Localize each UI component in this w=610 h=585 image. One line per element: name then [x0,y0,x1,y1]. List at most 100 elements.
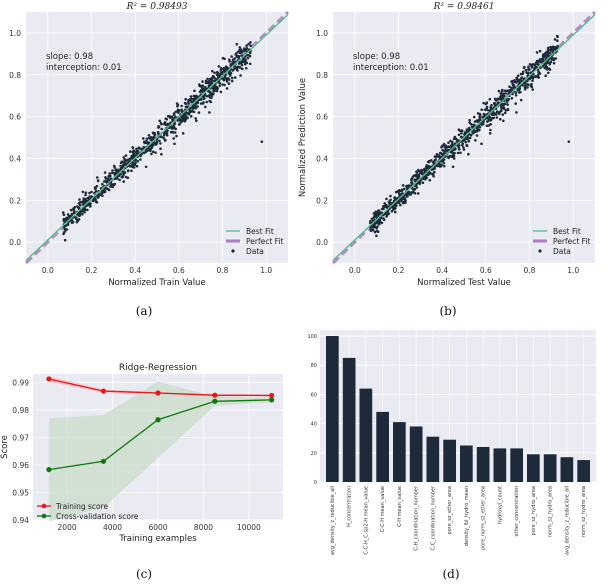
data-point [75,219,79,223]
data-point [489,128,492,132]
data-point [554,57,558,60]
data-point [118,178,121,182]
data-point [485,101,489,104]
data-point [121,170,125,174]
data-point [196,101,199,105]
data-point [165,118,169,121]
data-point [199,102,203,105]
x-tick-label: 0.4 [436,266,448,275]
data-point [222,66,226,70]
data-point [180,108,183,112]
data-point [531,88,534,91]
data-point [230,79,234,83]
data-point [450,155,454,159]
data-point [70,221,74,224]
data-point [183,113,186,116]
data-point [159,142,162,145]
data-point [432,174,435,178]
data-point [127,169,130,172]
data-point [189,115,193,118]
y-tick-label: 0.97 [12,433,29,442]
category-label: pore_norm_sz_ether_area [481,486,487,550]
y-tick-label: 0.98 [12,406,29,415]
data-point [248,62,252,66]
data-point [480,142,483,146]
data-point [519,72,523,76]
data-point [525,83,529,86]
data-point [516,89,520,92]
data-point [212,89,216,93]
y-tick-label: 0.6 [316,113,328,122]
data-point [544,74,547,77]
data-point [96,179,100,182]
data-point [205,94,209,98]
data-point [402,201,405,205]
bar [359,388,373,482]
y-tick-label: 0.94 [12,516,29,525]
data-point [545,65,548,69]
data-point [468,118,472,122]
data-point [210,92,214,95]
data-point [123,163,127,167]
data-point [545,54,549,58]
data-point [212,76,215,79]
confidence-band-1 [48,381,272,522]
data-point [414,184,417,188]
data-point [453,135,457,139]
data-point [424,177,427,181]
data-point [467,139,471,143]
data-point [221,83,224,86]
data-point [239,74,242,77]
chart-title: R² = 0.98493 [126,2,188,12]
data-point [111,169,114,172]
x-tick-label: 0.6 [480,266,492,275]
data-point [95,200,98,204]
data-point [142,137,145,140]
data-point [240,63,244,67]
data-point [132,149,135,152]
data-point [176,109,179,113]
data-point [133,162,136,166]
series-marker-0 [269,392,275,399]
data-point [144,150,147,154]
category-label: C-C-H_C-sp2-H mean_value [363,486,369,555]
y-tick-label: 100 [307,334,317,340]
data-point [507,89,511,93]
data-point [107,175,111,178]
data-point [260,140,264,143]
data-point [537,71,540,74]
bar [543,454,557,482]
data-point [498,117,502,121]
x-axis-label: Training examples [118,534,197,544]
data-point [208,99,211,103]
data-point [469,123,473,126]
data-point [96,176,99,179]
data-point [401,184,405,187]
data-point [513,79,516,82]
data-point [165,133,169,137]
data-point [451,165,455,169]
data-point [369,229,373,232]
y-tick-label: 20 [311,451,317,457]
data-point [467,152,470,156]
data-point [160,127,163,131]
series-marker-0 [155,390,161,396]
series-marker-1 [100,458,107,464]
data-point [385,215,388,218]
data-point [194,106,198,110]
data-point [63,230,67,233]
data-point [524,68,528,72]
data-point [235,42,239,46]
data-point [487,117,490,120]
data-point [154,151,157,154]
data-point [178,118,181,122]
slope-annotation: slope: 0.98 [353,52,400,62]
data-point [417,175,420,178]
data-point [525,79,529,83]
data-point [443,145,447,148]
data-point [378,222,381,226]
data-point [483,108,487,112]
data-point [370,217,374,221]
data-point [102,180,106,183]
legend-best-fit-label: Best Fit [246,227,274,236]
